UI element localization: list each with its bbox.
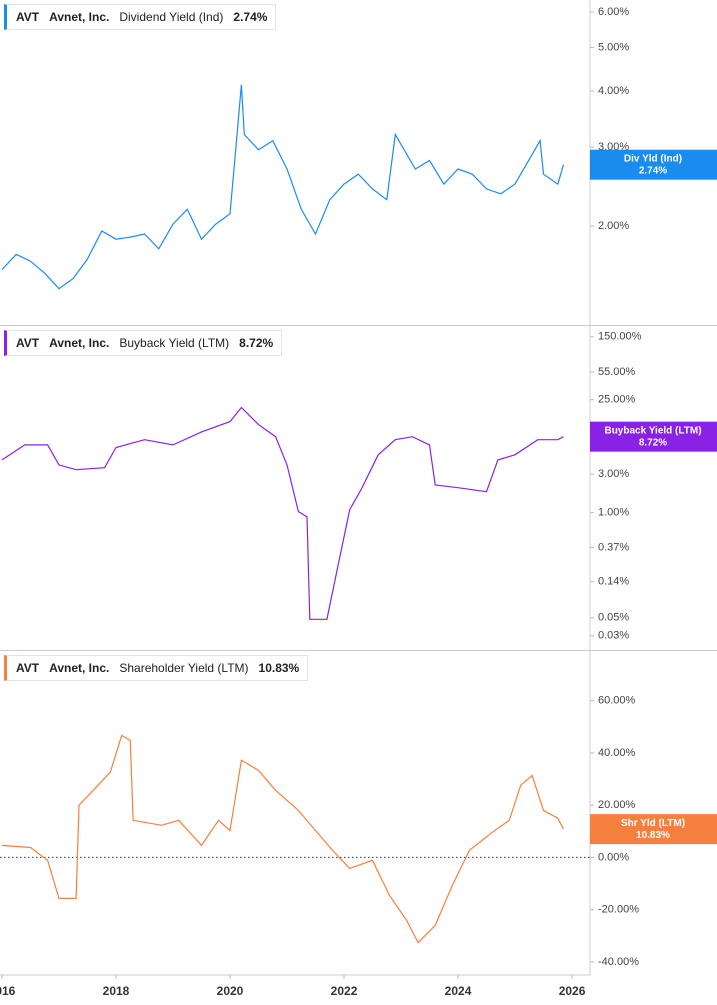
y-tick-label: 0.00% — [598, 851, 629, 863]
x-tick-label: 2018 — [103, 984, 130, 998]
current-value: 8.72% — [239, 336, 274, 350]
current-value: 10.83% — [258, 661, 300, 675]
badge-label: Buyback Yield (LTM) — [604, 425, 701, 436]
value-badge — [590, 149, 717, 180]
data-line — [1, 84, 565, 290]
y-tick-label: 5.00% — [598, 41, 629, 53]
badge-value: 10.83% — [636, 830, 670, 841]
badge-value: 2.74% — [639, 165, 667, 176]
x-tick-label: 2016 — [0, 984, 16, 998]
y-tick-label: 55.00% — [598, 366, 636, 378]
chart-header: AVT Avnet, Inc. Buyback Yield (LTM) 8.72% — [4, 330, 283, 356]
data-line — [1, 406, 564, 620]
badge-label: Shr Yld (LTM) — [621, 818, 685, 829]
chart-header: AVT Avnet, Inc. Shareholder Yield (LTM) 10.… — [4, 655, 309, 681]
y-tick-label: 0.14% — [598, 576, 629, 588]
y-tick-label: -20.00% — [598, 904, 639, 916]
ticker: AVT — [16, 661, 40, 675]
value-badge — [590, 814, 717, 845]
metric-name: Buyback Yield (LTM) — [119, 336, 230, 350]
company: Avnet, Inc. — [49, 661, 110, 675]
y-tick-label: 0.37% — [598, 541, 629, 553]
y-tick-label: 3.00% — [598, 468, 629, 480]
badge-value: 8.72% — [639, 437, 667, 448]
metric-name: Dividend Yield (Ind) — [119, 10, 224, 24]
y-tick-label: 150.00% — [598, 331, 642, 343]
ticker: AVT — [16, 336, 40, 350]
company: Avnet, Inc. — [49, 10, 110, 24]
chart-header: AVT Avnet, Inc. Dividend Yield (Ind) 2.74% — [4, 4, 277, 30]
y-tick-label: 6.00% — [598, 6, 629, 18]
data-line — [1, 734, 565, 944]
y-tick-label: 60.00% — [598, 695, 636, 707]
ticker: AVT — [16, 10, 40, 24]
y-tick-label: 4.00% — [598, 85, 629, 97]
current-value: 2.74% — [233, 10, 268, 24]
x-tick-label: 2020 — [217, 984, 244, 998]
y-tick-label: 0.03% — [598, 630, 629, 642]
y-tick-label: 40.00% — [598, 747, 636, 759]
y-tick-label: 1.00% — [598, 507, 629, 519]
y-tick-label: 2.00% — [598, 220, 629, 232]
badge-label: Div Yld (Ind) — [624, 153, 682, 164]
company: Avnet, Inc. — [49, 336, 110, 350]
metric-name: Shareholder Yield (LTM) — [119, 661, 249, 675]
y-tick-label: -40.00% — [598, 956, 639, 968]
y-tick-label: 25.00% — [598, 394, 636, 406]
x-tick-label: 2026 — [559, 984, 586, 998]
x-tick-label: 2024 — [445, 984, 472, 998]
value-badge — [590, 421, 717, 452]
x-tick-label: 2022 — [331, 984, 358, 998]
y-tick-label: 20.00% — [598, 799, 636, 811]
y-tick-label: 0.05% — [598, 612, 629, 624]
